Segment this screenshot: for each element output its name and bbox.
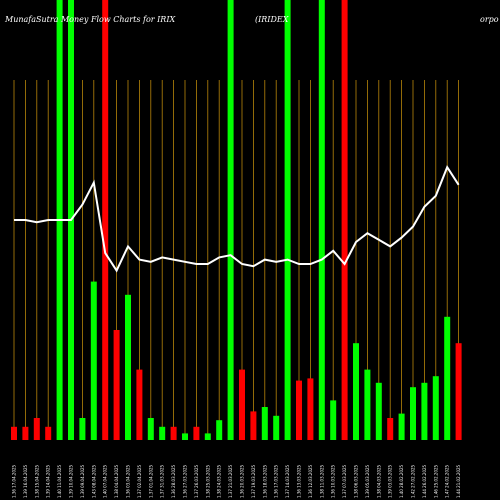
x-tick-label: 1.42 27.02.2025 bbox=[411, 464, 416, 498]
x-tick-label: 1.39 10.04.2025 bbox=[69, 464, 74, 498]
money-flow-bar bbox=[341, 0, 348, 440]
money-flow-bar bbox=[410, 387, 416, 440]
x-tick-label: 1.38 24.03.2025 bbox=[217, 464, 222, 498]
money-flow-bar bbox=[421, 382, 428, 440]
money-flow-bar bbox=[136, 369, 143, 440]
chart-title-right: orpo bbox=[480, 15, 499, 24]
money-flow-bar bbox=[330, 400, 337, 440]
x-tick-label: 1.36 12.03.2025 bbox=[308, 464, 313, 498]
money-flow-bar bbox=[387, 418, 394, 440]
x-tick-label: 1.39 05.03.2025 bbox=[365, 464, 370, 498]
money-flow-bar bbox=[250, 411, 257, 440]
x-tick-labels: 1.36 17.04.2025 1.39 16.04.2025 1.38 15.04… bbox=[12, 464, 462, 498]
money-flow-bar bbox=[227, 0, 234, 440]
x-tick-label: 1.39 03.03.2025 bbox=[388, 464, 393, 498]
x-tick-label: 1.39 16.04.2025 bbox=[23, 464, 28, 498]
x-tick-label: 1.37 14.03.2025 bbox=[285, 464, 290, 498]
money-flow-bar bbox=[113, 330, 120, 440]
x-tick-label: 1.38 15.04.2025 bbox=[34, 464, 39, 498]
money-flow-bar bbox=[307, 378, 314, 440]
money-flow-bar bbox=[193, 426, 200, 440]
money-flow-bar bbox=[159, 426, 166, 440]
money-flow-bar bbox=[204, 433, 211, 440]
x-tick-label: 1.36 18.03.2025 bbox=[262, 464, 267, 498]
x-tick-label: 1.36 27.03.2025 bbox=[183, 464, 188, 498]
money-flow-bar bbox=[90, 281, 97, 440]
x-tick-label: 1.37 26.03.2025 bbox=[194, 464, 199, 498]
x-tick-label: 1.38 25.03.2025 bbox=[205, 464, 210, 498]
money-flow-bar bbox=[375, 382, 382, 440]
x-tick-label: 1.36 13.03.2025 bbox=[297, 464, 302, 498]
x-tick-label: 1.36 17.03.2025 bbox=[274, 464, 279, 498]
money-flow-bar bbox=[182, 433, 188, 440]
x-tick-label: 1.37 21.03.2025 bbox=[228, 464, 233, 498]
money-flow-bar bbox=[79, 418, 86, 440]
money-flow-bar bbox=[216, 420, 223, 440]
x-tick-label: 1.39 09.04.2025 bbox=[80, 464, 85, 498]
money-flow-bar bbox=[273, 415, 280, 440]
money-flow-bar bbox=[296, 380, 302, 440]
money-flow-bar bbox=[147, 418, 154, 440]
money-flow-bar bbox=[239, 369, 245, 440]
money-flow-bar bbox=[22, 426, 29, 440]
money-flow-bar bbox=[284, 0, 291, 440]
x-tick-label: 1.39 14.04.2025 bbox=[46, 464, 51, 498]
x-tick-label: 1.43 08.04.2025 bbox=[91, 464, 96, 498]
x-tick-label: 1.38 06.03.2025 bbox=[354, 464, 359, 498]
money-flow-bar bbox=[364, 369, 371, 440]
x-tick-label: 1.40 11.04.2025 bbox=[57, 464, 62, 498]
money-flow-bar bbox=[102, 0, 109, 440]
money-flow-bar bbox=[318, 0, 325, 440]
money-flow-bar bbox=[11, 426, 17, 440]
x-tick-label: 1.40 07.04.2025 bbox=[103, 464, 108, 498]
x-tick-label: 1.36 10.03.2025 bbox=[331, 464, 336, 498]
money-flow-bar bbox=[261, 407, 268, 440]
money-flow-bar bbox=[455, 343, 462, 440]
money-flow-bar bbox=[45, 426, 52, 440]
x-tick-label: 1.37 01.04.2025 bbox=[148, 464, 153, 498]
money-flow-bar bbox=[170, 426, 177, 440]
x-tick-label: 1.36 03.04.2025 bbox=[126, 464, 131, 498]
money-flow-bar bbox=[444, 316, 451, 440]
x-tick-label: 1.37 07.03.2025 bbox=[342, 464, 347, 498]
x-tick-label: 1.38 11.03.2025 bbox=[319, 464, 324, 498]
chart-subtitle: (IRIDEX bbox=[255, 15, 289, 24]
x-tick-label: 1.40 28.02.2025 bbox=[399, 464, 404, 498]
money-flow-bar bbox=[432, 376, 439, 440]
money-flow-bar bbox=[125, 294, 131, 440]
x-tick-label: 1.36 28.03.2025 bbox=[171, 464, 176, 498]
x-tick-label: 1.46 25.02.2025 bbox=[433, 464, 438, 498]
x-tick-label: 1.38 04.04.2025 bbox=[114, 464, 119, 498]
x-tick-label: 1.37 31.03.2025 bbox=[160, 464, 165, 498]
chart-title: MunafaSutra Money Flow Charts for IRIX bbox=[4, 15, 175, 24]
x-tick-label: 1.37 02.04.2025 bbox=[137, 464, 142, 498]
x-tick-label: 1.44 21.02.2025 bbox=[456, 464, 461, 498]
x-tick-label: 1.44 26.02.2025 bbox=[422, 464, 427, 498]
money-flow-bar bbox=[353, 343, 359, 440]
x-tick-label: 1.37 19.03.2025 bbox=[251, 464, 256, 498]
money-flow-bar bbox=[33, 418, 40, 440]
price-line bbox=[14, 165, 460, 273]
x-tick-label: 1.36 17.04.2025 bbox=[12, 464, 17, 498]
money-flow-bar bbox=[398, 413, 405, 440]
x-tick-label: 1.47 24.02.2025 bbox=[445, 464, 450, 498]
x-tick-label: 1.38 04.03.2025 bbox=[376, 464, 381, 498]
x-tick-label: 1.36 20.03.2025 bbox=[240, 464, 245, 498]
